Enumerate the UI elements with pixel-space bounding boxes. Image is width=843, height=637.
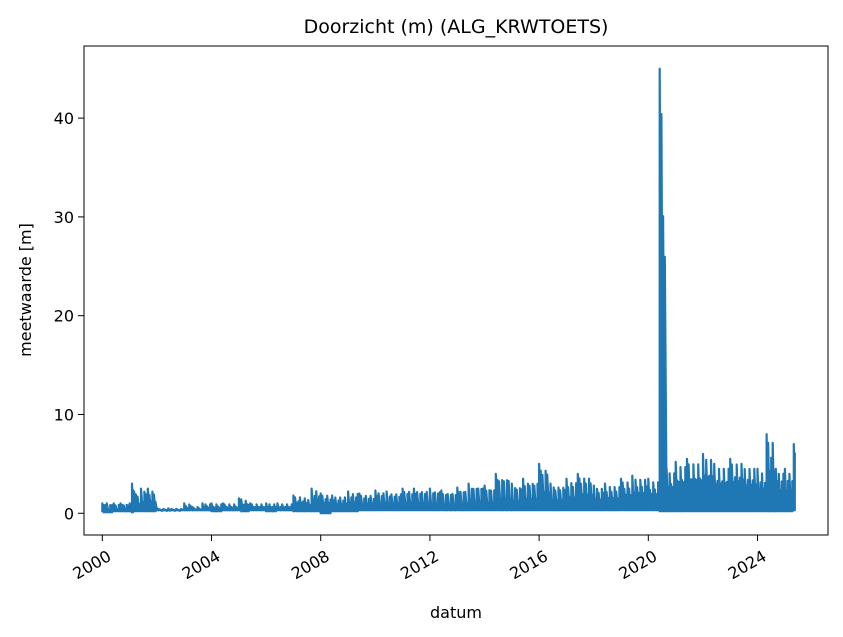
- y-tick-label: 30: [54, 208, 74, 227]
- y-tick-label: 20: [54, 307, 74, 326]
- y-tick-label: 40: [54, 109, 74, 128]
- chart-title: Doorzicht (m) (ALG_KRWTOETS): [304, 16, 609, 38]
- y-tick-label: 0: [64, 504, 74, 523]
- y-axis-title: meetwaarde [m]: [16, 223, 35, 357]
- y-tick-label: 10: [54, 405, 74, 424]
- x-axis-title: datum: [430, 603, 482, 622]
- plot-frame: [83, 45, 829, 536]
- y-axis: 0 10 20 30 40: [54, 109, 84, 523]
- series-0-line: [101, 67, 796, 515]
- series-layer: [101, 67, 796, 515]
